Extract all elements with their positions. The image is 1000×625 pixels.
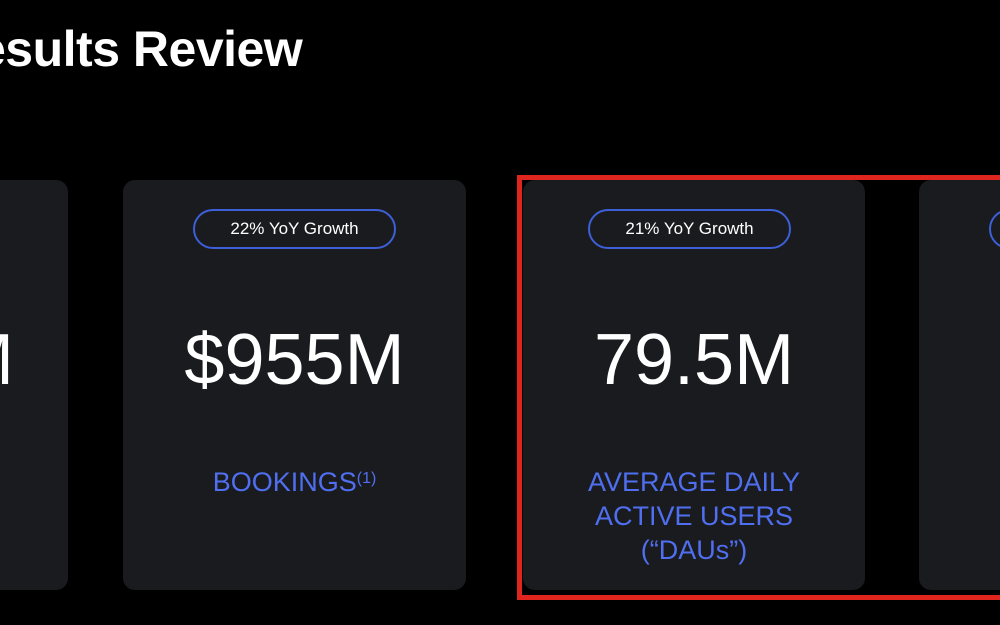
metric-card-dau: 21% YoY Growth 79.5M AVERAGE DAILY ACTIV… (523, 180, 865, 590)
metric-label: BOOKINGS(1) (123, 465, 466, 499)
footnote-marker: (1) (356, 470, 377, 487)
growth-badge: 22% YoY Growth (193, 209, 396, 249)
metric-label-text: BOOKINGS (212, 467, 357, 497)
metric-label-line: AVERAGE DAILY (587, 467, 801, 497)
metric-card-right (919, 180, 1000, 590)
metric-label-line: (“DAUs”) (640, 535, 748, 565)
metric-card-left: M (0, 180, 68, 590)
metric-label-line: ACTIVE USERS (594, 501, 794, 531)
page-title: esults Review (0, 21, 303, 77)
metric-value: $955M (184, 320, 405, 400)
growth-badge: 21% YoY Growth (588, 209, 791, 249)
growth-badge (989, 209, 1000, 249)
metric-value: M (0, 320, 14, 400)
metric-card-bookings: 22% YoY Growth $955M BOOKINGS(1) (123, 180, 466, 590)
metric-label: AVERAGE DAILY ACTIVE USERS (“DAUs”) (523, 465, 865, 567)
metric-value: 79.5M (593, 320, 795, 400)
